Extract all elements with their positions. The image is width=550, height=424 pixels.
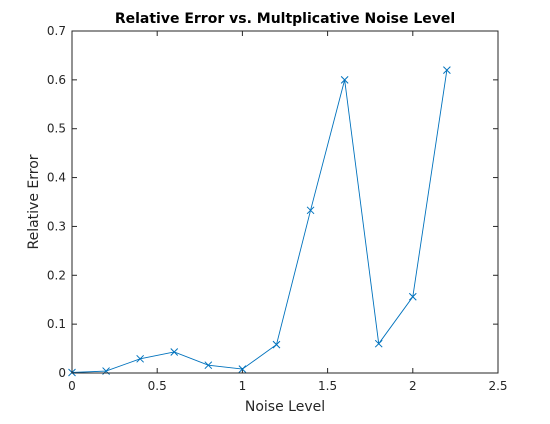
x-tick-label: 1 <box>239 379 247 393</box>
y-tick-label: 0.4 <box>47 171 66 185</box>
marker-stroke <box>340 76 349 84</box>
data-point-marker <box>136 354 145 363</box>
y-tick-label: 0.5 <box>47 122 66 136</box>
data-point-marker <box>272 340 281 349</box>
marker-stroke <box>238 365 247 373</box>
data-point-marker <box>374 339 383 348</box>
marker-stroke <box>306 206 315 215</box>
marker-stroke <box>408 292 417 301</box>
y-tick-label: 0.7 <box>47 24 66 38</box>
marker-stroke <box>204 361 213 370</box>
y-axis-label: Relative Error <box>26 154 42 249</box>
marker-stroke <box>374 339 383 348</box>
x-tick-label: 1.5 <box>318 379 337 393</box>
y-tick-label: 0 <box>58 366 66 380</box>
data-point-marker <box>306 206 315 215</box>
y-tick-label: 0.3 <box>47 219 66 233</box>
data-point-marker <box>443 66 451 74</box>
x-tick-label: 0 <box>68 379 76 393</box>
y-tick-label: 0.1 <box>47 317 66 331</box>
x-tick-label: 0.5 <box>148 379 167 393</box>
data-point-marker <box>408 292 417 301</box>
marker-stroke <box>136 354 145 363</box>
chart-title: Relative Error vs. Multplicative Noise L… <box>115 11 455 27</box>
x-tick-label: 2 <box>409 379 417 393</box>
series-line <box>71 70 448 373</box>
marker-stroke <box>272 340 281 349</box>
plot-frame <box>71 30 499 374</box>
x-axis-label: Noise Level <box>245 399 325 415</box>
data-point-marker <box>170 348 179 356</box>
y-tick-label: 0.2 <box>47 268 66 282</box>
x-tick-label: 2.5 <box>488 379 507 393</box>
data-point-marker <box>204 361 213 370</box>
plot-area <box>72 31 498 373</box>
data-point-marker <box>340 76 349 84</box>
marker-stroke <box>170 348 179 356</box>
data-point-marker <box>238 365 247 373</box>
marker-stroke <box>443 66 451 74</box>
y-tick-label: 0.6 <box>47 73 66 87</box>
